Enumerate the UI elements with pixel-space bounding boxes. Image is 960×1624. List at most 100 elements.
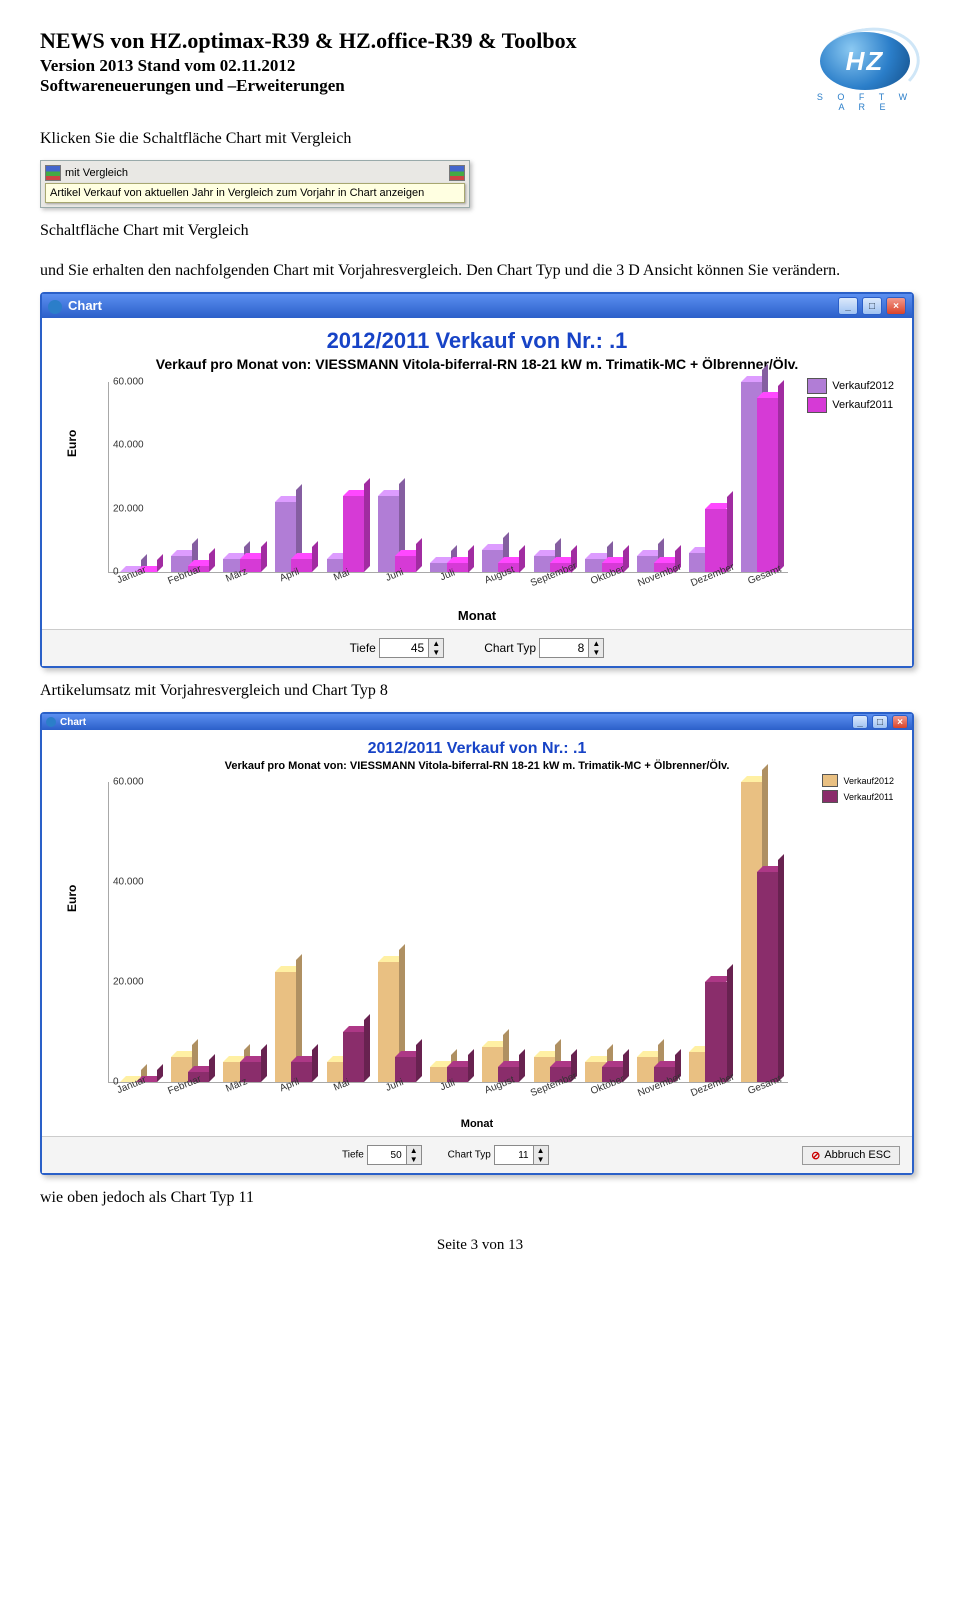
intro-p1: Klicken Sie die Schaltfläche Chart mit V… — [40, 130, 920, 148]
page-footer: Seite 3 von 13 — [40, 1237, 920, 1254]
bar-2011 — [757, 866, 778, 1082]
window-title: Chart — [60, 717, 86, 728]
spin-up-icon[interactable]: ▲ — [589, 639, 603, 648]
y-axis-label: Euro — [65, 430, 79, 457]
spin-up-icon[interactable]: ▲ — [407, 1146, 421, 1155]
bar-group — [374, 782, 420, 1082]
bar-2011 — [705, 976, 726, 1082]
window-app-icon — [48, 300, 62, 314]
bar-group — [477, 782, 523, 1082]
charttype-spinner[interactable]: ▲▼ — [539, 638, 604, 658]
charttype-spinner[interactable]: ▲▼ — [494, 1145, 549, 1165]
chart-title: 2012/2011 Verkauf von Nr.: .1 — [56, 328, 898, 354]
spin-down-icon[interactable]: ▼ — [407, 1155, 421, 1164]
y-axis-label: Euro — [65, 885, 79, 912]
chart-subtitle: Verkauf pro Monat von: VIESSMANN Vitola-… — [56, 356, 898, 372]
page-title: NEWS von HZ.optimax-R39 & HZ.office-R39 … — [40, 28, 577, 54]
chart-legend: Verkauf2012 Verkauf2011 — [822, 774, 894, 806]
bar-group — [736, 782, 782, 1082]
window-titlebar[interactable]: Chart _ □ × — [42, 294, 912, 318]
bar-2011 — [757, 392, 778, 572]
subtitle-line: Softwareneuerungen und –Erweiterungen — [40, 76, 577, 96]
bar-group — [322, 782, 368, 1082]
bar-group — [426, 782, 472, 1082]
chart-controls: Tiefe ▲▼ Chart Typ ▲▼ — [42, 629, 912, 666]
bar-group — [581, 382, 627, 572]
page-header: NEWS von HZ.optimax-R39 & HZ.office-R39 … — [40, 28, 920, 118]
legend-swatch — [822, 774, 838, 787]
tiefe-label: Tiefe — [342, 1150, 364, 1161]
chart-legend: Verkauf2012 Verkauf2011 — [807, 378, 894, 416]
bar-group — [219, 782, 265, 1082]
intro-p2: und Sie erhalten den nachfolgenden Chart… — [40, 262, 920, 280]
bar-group — [684, 382, 730, 572]
bar-group — [633, 782, 679, 1082]
chart-subtitle: Verkauf pro Monat von: VIESSMANN Vitola-… — [56, 760, 898, 772]
bar-group — [322, 382, 368, 572]
close-button[interactable]: × — [892, 715, 908, 729]
legend-swatch — [807, 378, 827, 394]
spin-down-icon[interactable]: ▼ — [534, 1155, 548, 1164]
bar-2011 — [705, 503, 726, 572]
bar-group — [426, 382, 472, 572]
charttype-label: Chart Typ — [448, 1150, 491, 1161]
bar-group — [167, 782, 213, 1082]
legend-label: Verkauf2011 — [843, 792, 893, 802]
bar-group — [270, 782, 316, 1082]
bar-group — [581, 782, 627, 1082]
bar-2011 — [343, 490, 364, 572]
spin-up-icon[interactable]: ▲ — [534, 1146, 548, 1155]
hz-logo: HZ S O F T W A R E — [810, 28, 920, 118]
legend-label: Verkauf2012 — [843, 776, 894, 786]
bar-group — [270, 382, 316, 572]
caption-3: wie oben jedoch als Chart Typ 11 — [40, 1189, 920, 1207]
tiefe-label: Tiefe — [350, 641, 376, 655]
chart-canvas-2: 2012/2011 Verkauf von Nr.: .1 Verkauf pr… — [42, 730, 912, 1136]
minimize-button[interactable]: _ — [852, 715, 868, 729]
bar-group — [115, 382, 161, 572]
tooltip-screenshot: mit Vergleich Artikel Verkauf von aktuel… — [40, 160, 470, 208]
charttype-input[interactable] — [540, 639, 588, 657]
bar-group — [219, 382, 265, 572]
chart-canvas-1: 2012/2011 Verkauf von Nr.: .1 Verkauf pr… — [42, 318, 912, 629]
bar-group — [374, 382, 420, 572]
chart-controls: Tiefe ▲▼ Chart Typ ▲▼ ⊘Abbruch ESC — [42, 1136, 912, 1173]
maximize-button[interactable]: □ — [872, 715, 888, 729]
tiefe-spinner[interactable]: ▲▼ — [367, 1145, 422, 1165]
caption-2: Artikelumsatz mit Vorjahresvergleich und… — [40, 682, 920, 700]
window-title: Chart — [68, 298, 102, 313]
x-axis-label: Monat — [56, 1118, 898, 1130]
close-button[interactable]: × — [886, 297, 906, 315]
legend-label: Verkauf2011 — [832, 399, 893, 411]
bar-group — [167, 382, 213, 572]
bar-group — [115, 782, 161, 1082]
tiefe-input[interactable] — [368, 1148, 406, 1163]
bar-group — [529, 382, 575, 572]
bar-group — [633, 382, 679, 572]
spin-down-icon[interactable]: ▼ — [589, 648, 603, 657]
bar-group — [529, 782, 575, 1082]
chart-icon — [45, 165, 61, 181]
spin-up-icon[interactable]: ▲ — [429, 639, 443, 648]
legend-label: Verkauf2012 — [832, 380, 894, 392]
minimize-button[interactable]: _ — [838, 297, 858, 315]
abbruch-button[interactable]: ⊘Abbruch ESC — [802, 1146, 900, 1165]
chart-window-2: Chart _ □ × 2012/2011 Verkauf von Nr.: .… — [40, 712, 914, 1175]
charttype-input[interactable] — [495, 1148, 533, 1163]
version-line: Version 2013 Stand vom 02.11.2012 — [40, 56, 577, 76]
legend-swatch — [807, 397, 827, 413]
legend-swatch — [822, 790, 838, 803]
tooltip-text: Artikel Verkauf von aktuellen Jahr in Ve… — [45, 183, 465, 203]
tiefe-input[interactable] — [380, 639, 428, 657]
caption-1: Schaltfläche Chart mit Vergleich — [40, 222, 920, 240]
window-titlebar[interactable]: Chart _ □ × — [42, 714, 912, 730]
tiefe-spinner[interactable]: ▲▼ — [379, 638, 444, 658]
stop-icon: ⊘ — [811, 1149, 820, 1162]
spin-down-icon[interactable]: ▼ — [429, 648, 443, 657]
maximize-button[interactable]: □ — [862, 297, 882, 315]
bar-group — [736, 382, 782, 572]
chart-icon — [449, 165, 465, 181]
chart-title: 2012/2011 Verkauf von Nr.: .1 — [56, 740, 898, 758]
x-axis-label: Monat — [56, 608, 898, 623]
charttype-label: Chart Typ — [484, 641, 536, 655]
